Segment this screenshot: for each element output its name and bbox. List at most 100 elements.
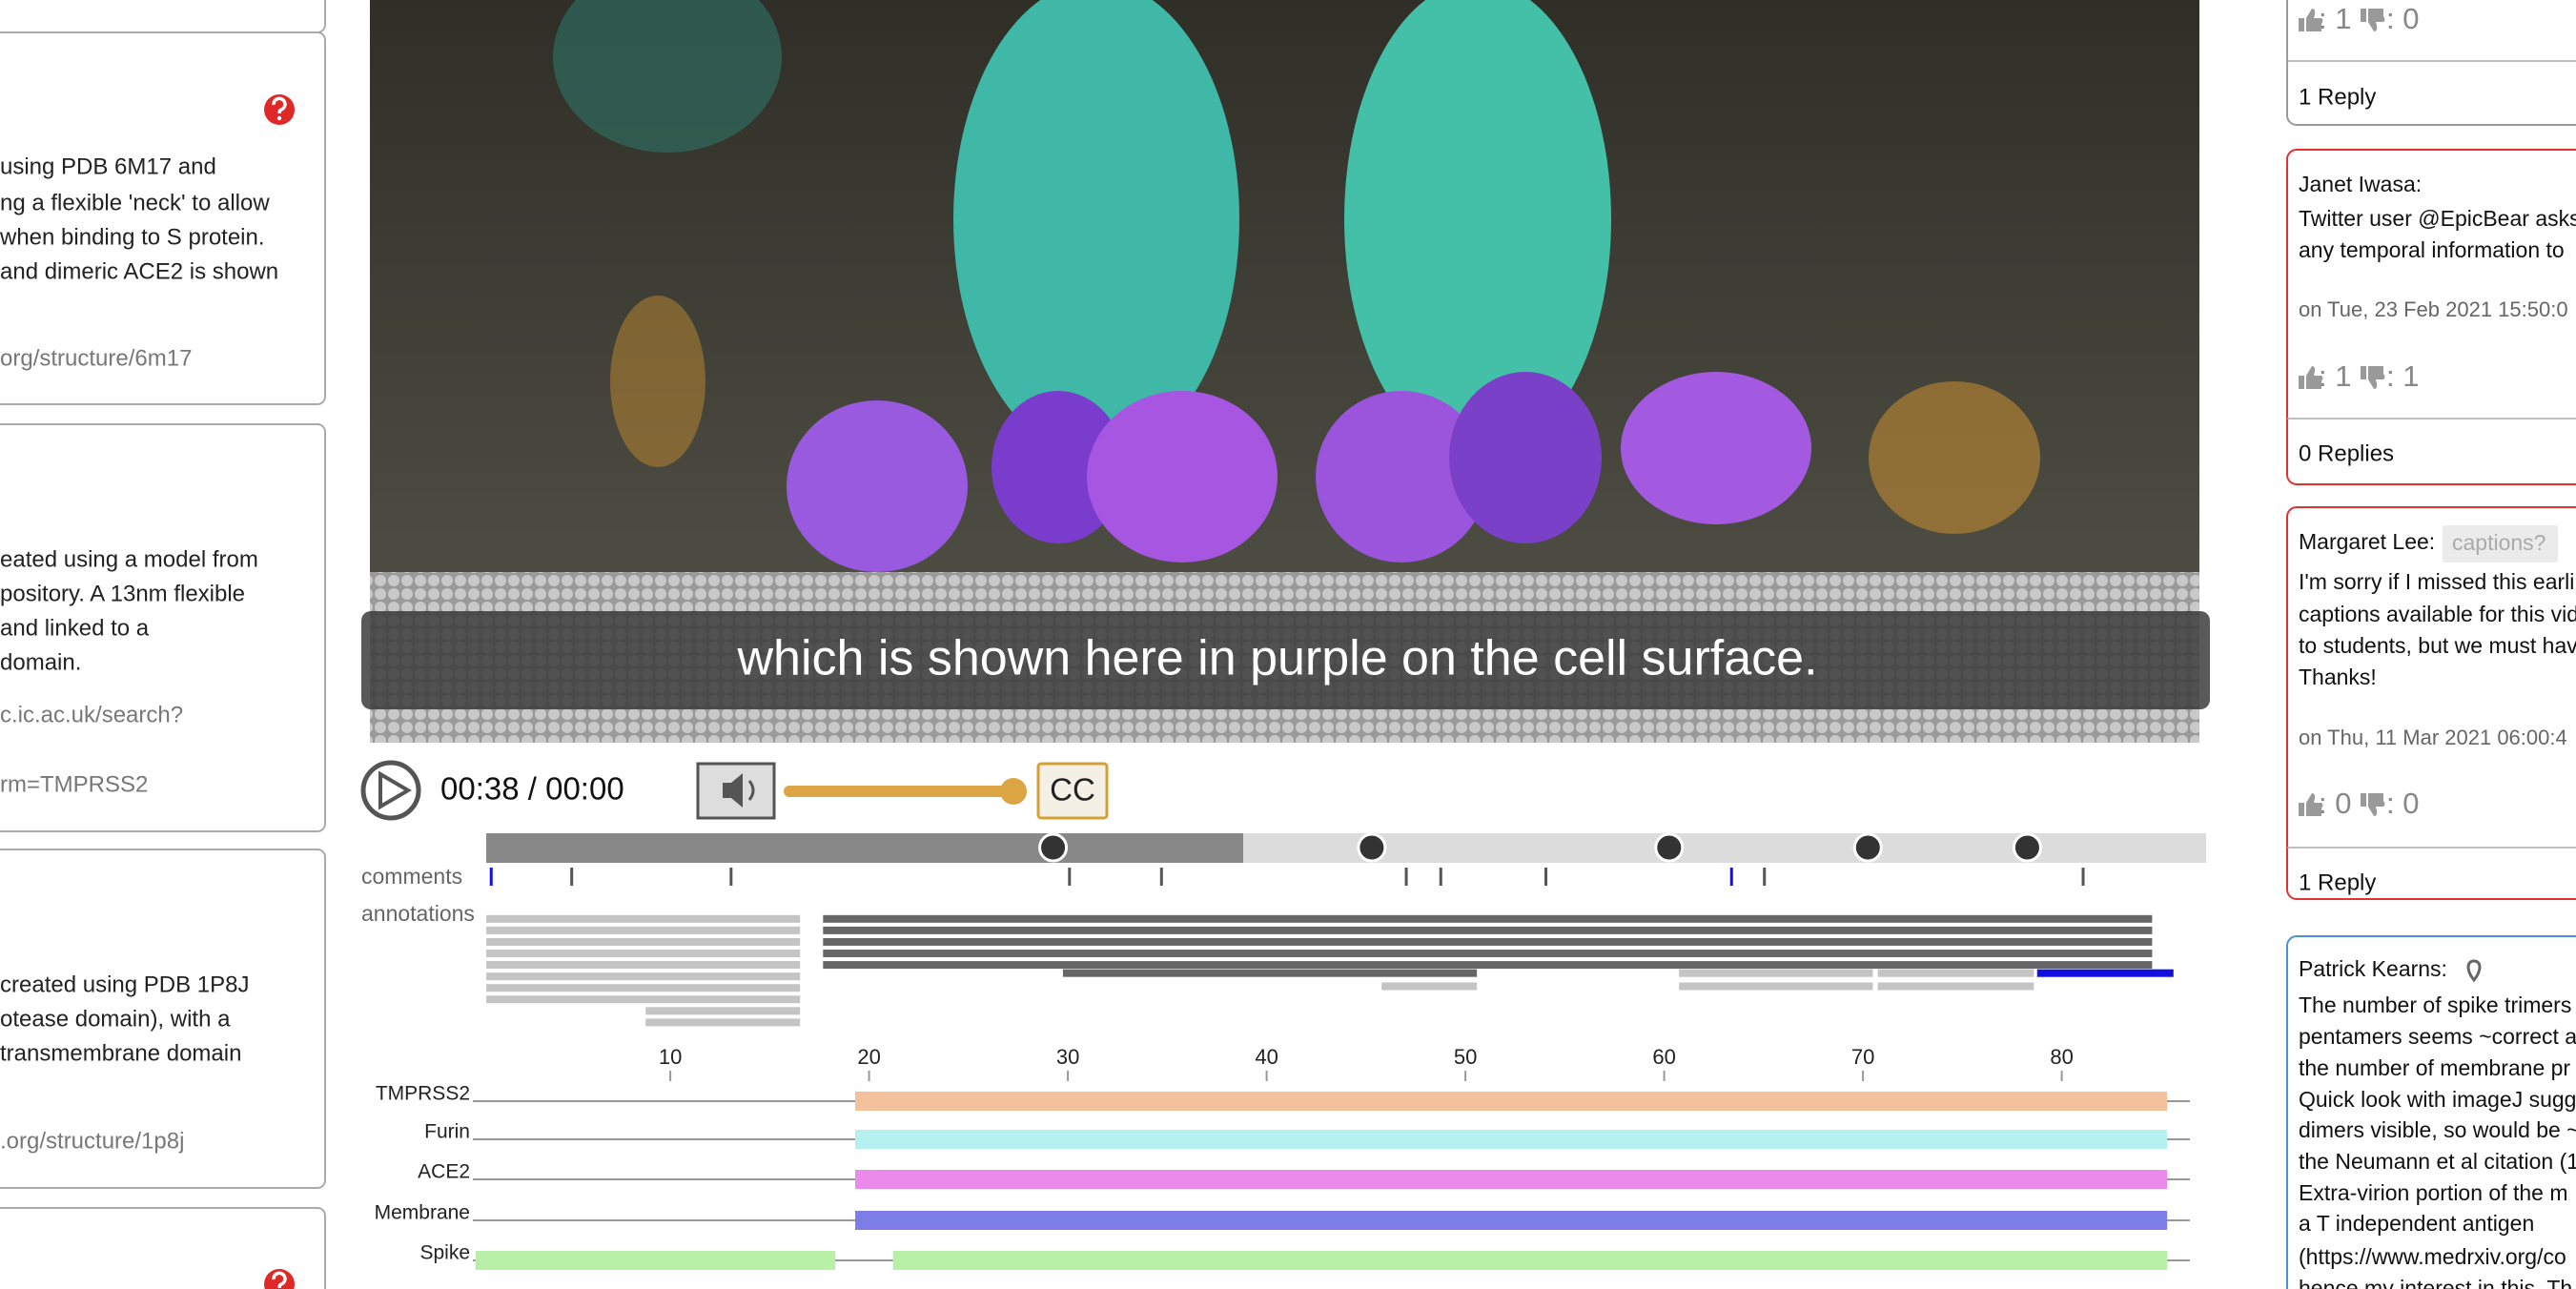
like-icon[interactable] [2299,793,2323,816]
annotation-bar[interactable] [823,961,2153,970]
play-button[interactable] [360,760,421,821]
like-icon[interactable] [2299,9,2323,31]
play-icon [378,770,412,810]
track-segment[interactable] [475,1251,836,1270]
note-text: and dimeric ACE2 is shown [0,258,278,284]
comment-card[interactable] [2286,935,2576,1289]
axis-tick-label: 30 [1056,1045,1079,1069]
comment-date: on Thu, 11 Mar 2021 06:00:4 [2299,726,2567,749]
axis-tick-label: 50 [1454,1045,1477,1069]
annotation-bar[interactable] [645,1018,801,1027]
annotation-bar[interactable] [486,937,801,946]
progress-fill [486,833,1243,863]
note-text: eated using a model from [0,546,258,572]
chapter-marker[interactable] [1357,832,1387,863]
annotation-bar[interactable] [486,926,801,934]
annotation-bar[interactable] [486,995,801,1004]
track-segment[interactable] [855,1170,2168,1189]
annotations-label: annotations [361,901,475,926]
chapter-marker[interactable] [2012,832,2042,863]
comment-text: Twitter user @EpicBear asks [2299,206,2576,231]
dislike-icon[interactable] [2361,366,2385,389]
dislike-icon[interactable] [2361,793,2385,816]
annotation-bar[interactable] [486,961,801,970]
note-text: ng a flexible 'neck' to allow [0,190,270,215]
annotation-bar[interactable] [486,984,801,992]
reply-count[interactable]: 0 Replies [2299,440,2394,466]
protein [610,296,705,467]
note-text: transmembrane domain [0,1040,241,1066]
protein [1449,372,1602,543]
annotation-bar[interactable] [645,1007,801,1015]
comment-author: Patrick Kearns: [2299,956,2447,981]
comment-card[interactable] [2286,0,2576,126]
annotation-bar[interactable] [823,926,2153,934]
track-segment[interactable] [855,1130,2168,1149]
annotation-bar[interactable] [486,914,801,923]
protein [787,400,968,572]
annotation-bar[interactable] [1381,982,1478,991]
annotation-bar[interactable] [1877,982,2034,991]
track-segment[interactable] [855,1092,2168,1111]
chapter-marker[interactable] [1654,832,1685,863]
tag-box [2443,525,2558,563]
comment-author: Janet Iwasa: [2299,172,2422,196]
annotation-bar[interactable] [2036,969,2174,977]
annotation-bar[interactable] [823,950,2153,958]
dislike-count: : 0 [2386,787,2419,820]
track-segment[interactable] [855,1211,2168,1230]
comment-date: on Tue, 23 Feb 2021 15:50:0 [2299,297,2568,321]
annotation-bar[interactable] [1062,969,1478,977]
comment-text: captions available for this vid [2299,602,2576,626]
note-link[interactable]: .org/structure/1p8j [0,1128,184,1154]
axis-tick-label: 60 [1652,1045,1675,1069]
location-pin [2466,959,2482,983]
reply-count[interactable]: 1 Reply [2299,84,2376,110]
note-card[interactable] [0,423,326,832]
chapter-marker[interactable] [1038,832,1069,863]
note-link[interactable]: c.ic.ac.uk/search? [0,702,183,727]
comment-text: dimers visible, so would be ~ [2299,1117,2576,1142]
annotation-bar[interactable] [486,972,801,981]
axis-tick-label: 10 [659,1045,682,1069]
volume-knob[interactable] [1000,778,1027,805]
comment-tag[interactable]: captions? [2452,530,2545,555]
dislike-count: : 1 [2386,359,2419,393]
axis-tick-label: 40 [1255,1045,1278,1069]
note-card[interactable] [0,0,326,33]
note-card[interactable] [0,849,326,1189]
note-text: pository. A 13nm flexible [0,581,245,606]
dislike-icon[interactable] [2361,9,2385,31]
note-link[interactable]: org/structure/6m17 [0,345,192,371]
comment-card[interactable] [2286,506,2576,900]
chapter-marker[interactable] [1852,832,1883,863]
comment-text: a T independent antigen [2299,1211,2534,1236]
comment-text: any temporal information to [2299,237,2565,262]
annotation-bar[interactable] [1877,969,2034,977]
cc-button[interactable] [1036,762,1109,820]
note-card[interactable] [0,1207,326,1289]
comments-label: comments [361,864,462,889]
like-icon[interactable] [2299,366,2323,389]
comment-text: Thanks! [2299,665,2377,689]
comment-text: (https://www.medrxiv.org/co [2299,1244,2566,1269]
mute-button[interactable] [696,762,776,820]
note-link[interactable]: rm=TMPRSS2 [0,771,148,797]
annotation-bar[interactable] [1679,982,1873,991]
help-icon[interactable] [264,1269,295,1289]
reply-count[interactable]: 1 Reply [2299,870,2376,895]
comment-text: Quick look with imageJ sugg [2299,1087,2576,1112]
play-circle [360,760,421,821]
caption: which is shown here in purple on the cel… [736,631,1817,686]
annotation-bar[interactable] [823,937,2153,946]
like-count: : 0 [2319,787,2351,820]
track-segment[interactable] [892,1251,2168,1270]
comment-card[interactable] [2286,149,2576,485]
annotation-bar[interactable] [486,950,801,958]
note-card[interactable] [0,31,326,405]
annotation-bar[interactable] [1679,969,1873,977]
track-label: ACE2 [418,1161,470,1183]
annotation-bar[interactable] [823,914,2153,923]
comment-text: The number of spike trimers a [2299,992,2576,1017]
